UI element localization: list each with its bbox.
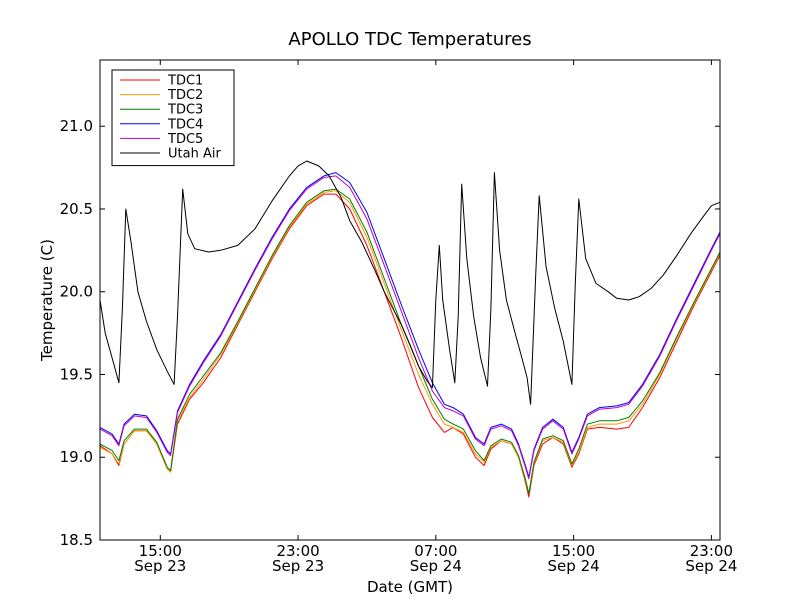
y-tick-label: 20.0: [60, 283, 93, 301]
y-tick-label: 19.0: [60, 448, 93, 466]
legend-label: TDC4: [167, 117, 203, 132]
x-axis-title: Date (GMT): [367, 578, 453, 596]
legend-box: [111, 69, 235, 167]
legend-label: TDC1: [167, 74, 203, 89]
series-line-tdc5: [99, 175, 721, 480]
x-tick-label: 15:00: [552, 542, 595, 560]
series-line-utah-air: [99, 160, 721, 405]
legend-label: Utah Air: [168, 147, 221, 162]
x-tick-date-label: Sep 23: [272, 557, 324, 575]
x-tick-date-label: Sep 24: [410, 557, 462, 575]
legend-label: TDC2: [167, 88, 203, 103]
x-tick-label: 15:00: [139, 542, 182, 560]
chart-title: APOLLO TDC Temperatures: [288, 29, 531, 50]
series-lines: [99, 160, 721, 498]
y-axis-title: Temperature (C): [38, 239, 56, 362]
x-tick-date-label: Sep 23: [134, 557, 186, 575]
legend-label: TDC5: [167, 132, 203, 147]
x-tick-label: 07:00: [414, 542, 457, 560]
series-line-tdc3: [99, 188, 721, 495]
y-tick-label: 18.5: [60, 531, 93, 549]
y-tick-label: 21.0: [60, 117, 93, 135]
x-tick-label: 23:00: [690, 542, 733, 560]
y-tick-label: 20.5: [60, 200, 93, 218]
y-tick-label: 19.5: [60, 365, 93, 383]
plot-area-frame: [99, 59, 721, 541]
legend-label: TDC3: [167, 103, 203, 118]
x-tick-date-label: Sep 24: [685, 557, 737, 575]
x-tick-label: 23:00: [276, 542, 319, 560]
x-tick-date-label: Sep 24: [548, 557, 600, 575]
